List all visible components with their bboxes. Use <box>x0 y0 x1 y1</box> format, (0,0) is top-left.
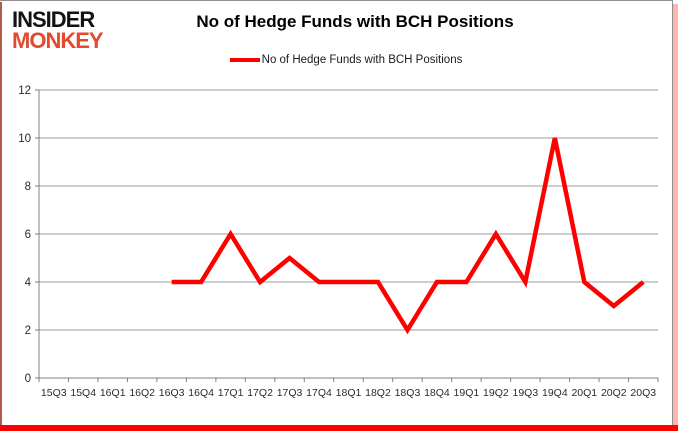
x-tick-label: 18Q2 <box>365 387 391 399</box>
chart-title: No of Hedge Funds with BCH Positions <box>196 12 514 31</box>
legend: No of Hedge Funds with BCH Positions <box>0 54 678 66</box>
x-tick-label: 18Q1 <box>336 387 362 399</box>
x-tick-label: 19Q4 <box>542 387 568 399</box>
x-tick-label: 15Q4 <box>70 387 96 399</box>
x-tick-label: 15Q3 <box>41 387 67 399</box>
border-top <box>0 0 673 1</box>
border-bottom-red <box>0 425 678 431</box>
x-tick-label: 20Q2 <box>601 387 627 399</box>
x-tick-label: 16Q4 <box>188 387 214 399</box>
x-tick-label: 19Q1 <box>454 387 480 399</box>
x-tick-label: 16Q1 <box>100 387 126 399</box>
logo-monkey-text: MONKEY <box>12 27 104 53</box>
x-tick-label: 16Q2 <box>129 387 155 399</box>
insider-monkey-logo: INSIDER MONKEY <box>12 7 104 53</box>
x-tick-label: 17Q1 <box>218 387 244 399</box>
series-line <box>171 137 645 335</box>
y-tick-label: 6 <box>25 229 31 241</box>
y-tick-label: 4 <box>25 277 32 289</box>
x-tick-label: 18Q4 <box>424 387 450 399</box>
x-tick-label: 18Q3 <box>395 387 421 399</box>
y-tick-label: 2 <box>25 325 31 337</box>
legend-label: No of Hedge Funds with BCH Positions <box>261 54 463 66</box>
y-tick-label: 10 <box>18 133 31 145</box>
x-tick-label: 20Q3 <box>630 387 656 399</box>
x-tick-label: 16Q3 <box>159 387 185 399</box>
border-right-shadow <box>673 4 678 431</box>
y-tick-label: 8 <box>25 181 31 193</box>
border-right <box>672 0 673 425</box>
x-tick-label: 19Q2 <box>483 387 509 399</box>
x-tick-label: 17Q4 <box>306 387 332 399</box>
x-tick-label: 17Q2 <box>247 387 273 399</box>
x-tick-label: 20Q1 <box>571 387 597 399</box>
y-tick-label: 0 <box>25 373 31 385</box>
x-tick-label: 17Q3 <box>277 387 303 399</box>
x-tick-label: 19Q3 <box>513 387 539 399</box>
logo-insider-text: INSIDER <box>12 7 95 32</box>
legend-line-marker <box>229 58 260 62</box>
border-left <box>0 2 2 425</box>
y-tick-label: 12 <box>18 85 31 97</box>
